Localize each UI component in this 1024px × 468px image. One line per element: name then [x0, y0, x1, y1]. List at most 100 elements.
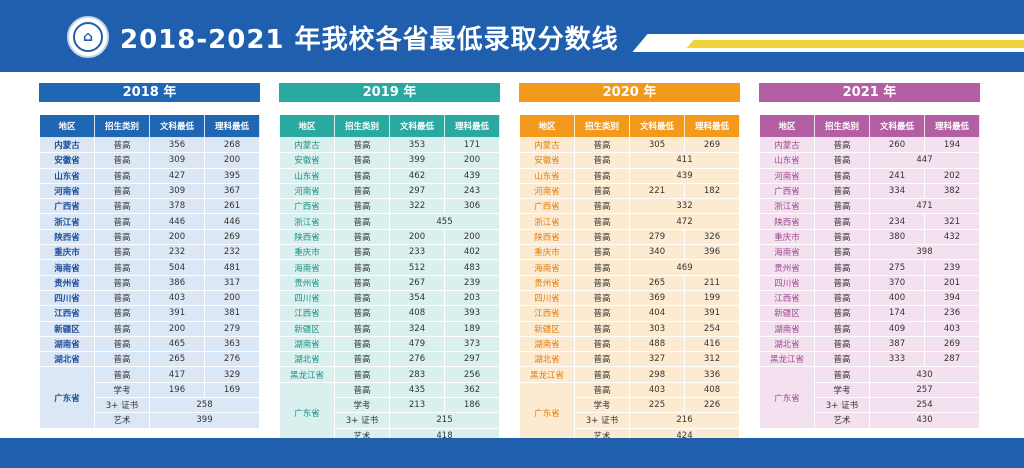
table-row: 安徽省 普高 309 200	[39, 152, 260, 169]
wen-score-cell: 356	[149, 136, 205, 154]
combined-score-cell: 411	[629, 152, 740, 169]
wen-score-cell: 305	[629, 136, 685, 154]
li-score-cell: 362	[444, 381, 500, 399]
table-row: 四川省 普高 370 201	[759, 274, 980, 291]
type-cell: 普高	[334, 152, 390, 169]
type-cell: 普高	[94, 351, 150, 368]
panel-2019: 2019 年 地区 招生类别 文科最低 理科最低 内蒙古 普高 353 171 安徽省 普高 399…	[279, 83, 500, 444]
region-cell: 陕西省	[519, 228, 575, 246]
region-cell: 黑龙江省	[279, 366, 335, 383]
wen-score-cell: 399	[389, 152, 445, 169]
li-score-cell: 269	[924, 335, 980, 353]
table-row: 贵州省 普高 275 239	[759, 259, 980, 276]
combined-score-cell: 430	[869, 412, 980, 429]
table-row: 3+ 证书 254	[760, 397, 980, 414]
wen-score-cell: 504	[149, 259, 205, 276]
table-row: 湖北省 普高 276 297	[279, 351, 500, 368]
region-cell: 湖南省	[39, 335, 95, 353]
region-cell: 广东省	[279, 381, 335, 444]
wen-score-cell: 340	[629, 244, 685, 261]
wen-score-cell: 417	[149, 366, 205, 383]
li-score-cell: 189	[444, 320, 500, 337]
region-cell: 内蒙古	[39, 136, 95, 154]
table-row: 重庆市 普高 380 432	[759, 228, 980, 246]
table-row: 海南省 普高 504 481	[39, 259, 260, 276]
wen-score-cell: 462	[389, 167, 445, 184]
li-score-cell: 321	[924, 213, 980, 230]
li-score-cell: 395	[204, 167, 260, 184]
li-score-cell: 200	[204, 152, 260, 169]
table-row: 湖南省 普高 479 373	[279, 335, 500, 353]
region-cell: 广东省	[759, 366, 815, 429]
column-header: 招生类别	[814, 114, 870, 138]
type-cell: 普高	[814, 335, 870, 353]
type-cell: 普高	[814, 182, 870, 200]
type-cell: 普高	[814, 351, 870, 368]
type-cell: 普高	[334, 182, 390, 200]
wen-score-cell: 233	[389, 244, 445, 261]
type-cell: 普高	[334, 320, 390, 337]
li-score-cell: 297	[444, 351, 500, 368]
table-row: 贵州省 普高 267 239	[279, 274, 500, 291]
type-cell: 艺术	[814, 412, 870, 429]
wen-score-cell: 234	[869, 213, 925, 230]
region-cell: 贵州省	[39, 274, 95, 291]
table-row: 内蒙古 普高 260 194	[759, 136, 980, 154]
type-cell: 普高	[574, 366, 630, 383]
type-cell: 普高	[814, 274, 870, 291]
type-cell: 普高	[94, 274, 150, 291]
wen-score-cell: 279	[629, 228, 685, 246]
type-cell: 普高	[574, 213, 630, 230]
table-row: 海南省 普高 512 483	[279, 259, 500, 276]
region-cell: 安徽省	[279, 152, 335, 169]
region-cell: 贵州省	[519, 274, 575, 291]
table-row: 新疆区 普高 303 254	[519, 320, 740, 337]
region-cell: 湖北省	[279, 351, 335, 368]
region-cell: 重庆市	[279, 244, 335, 261]
type-cell: 普高	[814, 152, 870, 169]
combined-score-cell: 471	[869, 198, 980, 215]
table-row: 河南省 普高 221 182	[519, 182, 740, 200]
wen-score-cell: 322	[389, 198, 445, 215]
table-row: 新疆区 普高 324 189	[279, 320, 500, 337]
type-cell: 普高	[814, 289, 870, 307]
li-score-cell: 287	[924, 351, 980, 368]
table-row: 重庆市 普高 233 402	[279, 244, 500, 261]
li-score-cell: 408	[684, 381, 740, 399]
combined-score-cell: 215	[389, 412, 500, 429]
li-score-cell: 381	[204, 305, 260, 322]
wen-score-cell: 427	[149, 167, 205, 184]
type-cell: 普高	[574, 274, 630, 291]
score-table: 地区 招生类别 文科最低 理科最低 内蒙古 普高 353 171 安徽省 普高 399 200 山东省普…	[279, 114, 500, 444]
type-cell: 普高	[334, 335, 390, 353]
type-cell: 普高	[94, 136, 150, 154]
type-cell: 普高	[94, 244, 150, 261]
table-row: 艺术 399	[40, 412, 260, 429]
region-cell: 四川省	[279, 289, 335, 307]
type-cell: 普高	[334, 305, 390, 322]
combined-score-cell: 258	[149, 397, 260, 414]
wen-score-cell: 404	[629, 305, 685, 322]
type-cell: 普高	[814, 320, 870, 337]
type-cell: 普高	[94, 335, 150, 353]
type-cell: 普高	[334, 198, 390, 215]
type-cell: 3+ 证书	[574, 412, 630, 429]
wen-score-cell: 265	[629, 274, 685, 291]
li-score-cell: 393	[444, 305, 500, 322]
type-cell: 普高	[94, 259, 150, 276]
combined-score-cell: 254	[869, 397, 980, 414]
type-cell: 普高	[334, 259, 390, 276]
region-cell: 黑龙江省	[519, 366, 575, 383]
wen-score-cell: 221	[629, 182, 685, 200]
table-row: 学考 257	[760, 381, 980, 399]
region-cell: 浙江省	[759, 198, 815, 215]
table-row: 安徽省 普高 411	[519, 152, 740, 169]
wen-score-cell: 386	[149, 274, 205, 291]
wen-score-cell: 265	[149, 351, 205, 368]
region-cell: 内蒙古	[519, 136, 575, 154]
column-header: 理科最低	[444, 114, 500, 138]
region-cell: 海南省	[279, 259, 335, 276]
region-cell: 重庆市	[759, 228, 815, 246]
li-score-cell: 373	[444, 335, 500, 353]
type-cell: 普高	[574, 136, 630, 154]
